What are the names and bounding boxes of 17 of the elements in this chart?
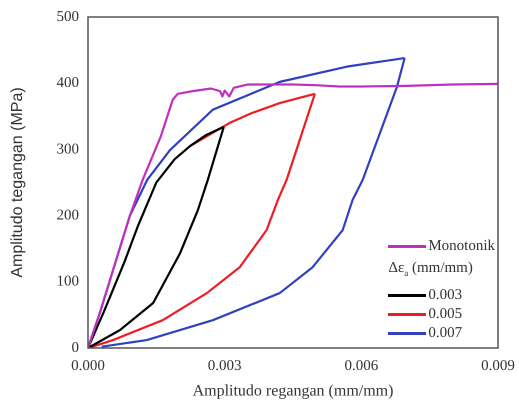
- x-tick-label: 0.003: [208, 358, 242, 374]
- y-tick-label: 500: [56, 8, 79, 25]
- x-tick-label: 0.000: [71, 358, 105, 374]
- legend-title: Δε$_{a}$ (mm/mm): [388, 259, 474, 280]
- legend-label: 0.003: [428, 286, 462, 305]
- legend-label: 0.007: [428, 324, 462, 343]
- y-tick-label: 200: [56, 208, 79, 224]
- y-tick-label: 400: [56, 75, 79, 92]
- y-tick-label: 100: [56, 274, 79, 290]
- y-axis-title: Amplitudo tegangan (MPa): [9, 87, 26, 278]
- y-tick-label: 300: [56, 141, 79, 158]
- x-tick-label: 0.006: [344, 358, 379, 374]
- x-axis-title: Amplitudo regangan (mm/mm): [192, 382, 394, 400]
- legend-label: 0.005: [428, 305, 462, 324]
- legend-label: Monotonik: [428, 237, 495, 256]
- y-tick-label: 0: [72, 340, 79, 356]
- x-tick-label: 0.009: [481, 358, 515, 374]
